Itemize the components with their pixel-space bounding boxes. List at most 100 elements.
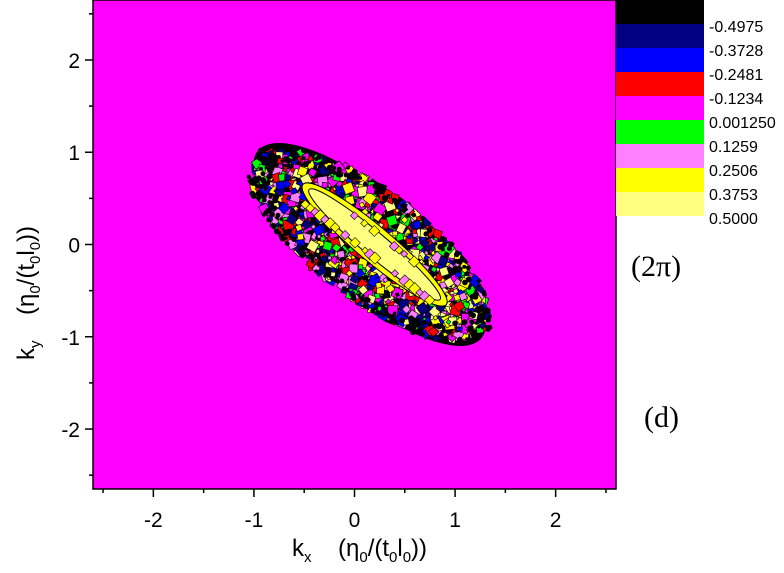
heat-dot bbox=[266, 146, 271, 151]
heat-dot bbox=[284, 241, 290, 247]
core-notch bbox=[407, 255, 421, 268]
heat-dot bbox=[401, 206, 407, 212]
heat-cell bbox=[401, 304, 412, 315]
colorbar-swatch bbox=[616, 72, 704, 96]
heat-dot bbox=[436, 323, 443, 330]
heat-dot bbox=[433, 241, 438, 246]
x-tick-label: -2 bbox=[144, 509, 163, 532]
heat-dot bbox=[283, 150, 287, 154]
heat-cell bbox=[307, 167, 318, 178]
heat-dot bbox=[457, 266, 463, 272]
heat-dot bbox=[298, 248, 303, 253]
y-axis-label-main: k bbox=[13, 347, 40, 360]
heat-cell bbox=[322, 240, 333, 252]
heat-cell bbox=[443, 276, 455, 289]
heat-dot bbox=[317, 262, 322, 266]
annotation-2pi: (2π) bbox=[631, 250, 681, 283]
heat-dot bbox=[333, 160, 337, 165]
heat-dot bbox=[274, 163, 279, 168]
colorbar-swatch bbox=[616, 0, 704, 24]
heat-dot bbox=[475, 307, 482, 314]
heat-dot bbox=[465, 337, 469, 341]
heat-cell bbox=[348, 263, 359, 274]
heat-dot bbox=[387, 313, 393, 319]
heat-dot bbox=[454, 326, 458, 330]
y-tick-label: 1 bbox=[68, 142, 80, 165]
heat-dot bbox=[467, 286, 472, 290]
heat-dot bbox=[266, 155, 272, 162]
heat-cell bbox=[453, 293, 461, 302]
heat-dot bbox=[362, 181, 368, 187]
heat-dot bbox=[482, 291, 487, 297]
heat-dot bbox=[256, 195, 261, 200]
heat-cell bbox=[453, 300, 466, 313]
heat-dot bbox=[469, 293, 476, 300]
heat-dot bbox=[278, 230, 282, 235]
heat-dot bbox=[453, 251, 460, 258]
heat-dot bbox=[339, 278, 345, 284]
heat-dot bbox=[419, 326, 424, 331]
heat-dot bbox=[461, 319, 468, 325]
colorbar-label: 0.3753 bbox=[709, 187, 758, 204]
heat-dot bbox=[264, 166, 268, 170]
heat-dot bbox=[482, 289, 486, 293]
colorbar-label: 0.5000 bbox=[709, 211, 758, 228]
heat-dot bbox=[311, 151, 316, 157]
heat-dot bbox=[291, 157, 296, 162]
heat-dot bbox=[381, 195, 388, 202]
heat-cell bbox=[299, 214, 305, 220]
heat-dot bbox=[326, 158, 332, 164]
heat-cell bbox=[290, 187, 298, 195]
x-tick-label: 0 bbox=[349, 509, 361, 532]
heat-cell bbox=[395, 292, 400, 297]
heat-dot bbox=[469, 319, 475, 325]
core-notch bbox=[360, 219, 369, 228]
core-notch bbox=[349, 237, 361, 249]
y-tick-label: 0 bbox=[68, 235, 80, 258]
heatmap-layer bbox=[246, 143, 493, 346]
core-notch bbox=[424, 294, 436, 306]
heat-dot bbox=[267, 200, 272, 205]
heat-dot bbox=[302, 161, 309, 168]
heat-cell bbox=[341, 181, 356, 195]
heat-dot bbox=[420, 215, 425, 221]
heat-cell bbox=[331, 243, 342, 253]
heat-dot bbox=[334, 278, 339, 283]
heat-cell bbox=[467, 273, 483, 288]
heat-dot bbox=[256, 190, 262, 196]
heat-dot bbox=[420, 332, 426, 337]
heat-dot bbox=[426, 335, 431, 340]
heat-cell bbox=[335, 258, 340, 263]
heat-cell bbox=[292, 205, 299, 212]
core-notch bbox=[349, 211, 359, 221]
heat-dot bbox=[474, 321, 479, 325]
heat-dot bbox=[431, 234, 435, 239]
heat-dot bbox=[350, 295, 357, 301]
heat-cell bbox=[400, 215, 409, 224]
heat-dot bbox=[335, 171, 342, 178]
heat-dot bbox=[373, 301, 378, 306]
heat-dot bbox=[465, 265, 471, 270]
heat-dot bbox=[462, 264, 467, 269]
heat-dot bbox=[470, 312, 476, 319]
heat-cell bbox=[385, 283, 396, 294]
heat-cell bbox=[269, 181, 274, 187]
heat-dot bbox=[432, 323, 438, 329]
heat-cell bbox=[415, 301, 430, 316]
heat-cell bbox=[394, 207, 400, 214]
heat-cell bbox=[315, 248, 321, 254]
heat-cell bbox=[428, 326, 440, 337]
heat-cell bbox=[277, 201, 291, 215]
heat-dot bbox=[452, 320, 458, 327]
heat-dot bbox=[261, 173, 265, 177]
heat-dot bbox=[373, 189, 380, 196]
heat-dot bbox=[351, 168, 358, 175]
colorbar-label: 0.1259 bbox=[709, 139, 758, 156]
heat-cell bbox=[320, 255, 328, 263]
heat-dot bbox=[386, 193, 390, 198]
heat-dot bbox=[258, 184, 264, 189]
heat-cell bbox=[334, 185, 342, 192]
heat-dot bbox=[465, 276, 472, 283]
heat-dot bbox=[249, 190, 256, 197]
y-tick-label: -2 bbox=[61, 419, 80, 442]
